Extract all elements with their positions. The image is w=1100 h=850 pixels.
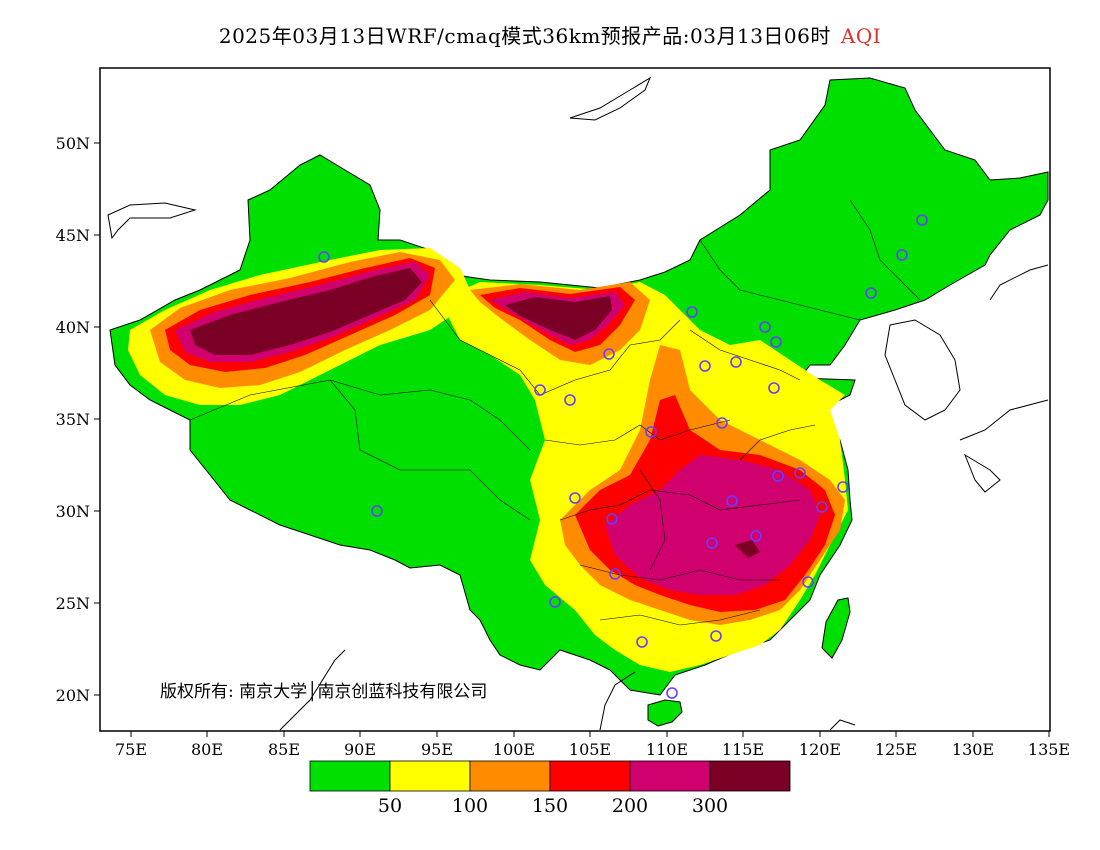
lon-label-125e: 125E — [875, 740, 917, 759]
legend-label-100: 100 — [452, 795, 488, 817]
station-marker — [569, 492, 581, 504]
station-marker — [534, 384, 546, 396]
plot-frame — [99, 67, 1051, 732]
caspian-outline — [107, 202, 197, 240]
lon-label-95e: 95E — [421, 740, 453, 759]
aqi-zone-maroon-south — [735, 540, 760, 558]
longitude-labels: 75E 80E 85E 90E 95E 100E 105E 110E 115E … — [115, 740, 1070, 759]
station-marker — [726, 495, 738, 507]
station-marker — [699, 360, 711, 372]
legend-label-150: 150 — [532, 795, 568, 817]
chart-title: 2025年03月13日WRF/cmaq模式36km预报产品:03月13日06时 A… — [0, 20, 1100, 49]
lon-label-80e: 80E — [191, 740, 223, 759]
station-markers — [318, 214, 928, 699]
lon-label-130e: 130E — [952, 740, 994, 759]
latitude-axis — [94, 142, 100, 696]
lat-label-35n: 35N — [56, 410, 90, 429]
lon-label-120e: 120E — [799, 740, 841, 759]
legend-label-300: 300 — [692, 795, 728, 817]
station-marker — [706, 537, 718, 549]
lon-label-75e: 75E — [115, 740, 147, 759]
map-layers — [107, 76, 1049, 731]
legend-swatch-6 — [709, 760, 791, 792]
copyright-text: 版权所有: 南京大学│南京创蓝科技有限公司 — [160, 681, 487, 702]
station-marker — [730, 356, 742, 368]
station-marker — [916, 214, 928, 226]
aqi-zone-magenta-south — [605, 455, 820, 595]
lon-label-115e: 115E — [722, 740, 764, 759]
indochina-outline — [279, 649, 856, 731]
lat-label-40n: 40N — [56, 318, 90, 337]
lon-label-100e: 100E — [493, 740, 535, 759]
lon-label-135e: 135E — [1028, 740, 1070, 759]
hainan-island — [647, 699, 683, 727]
station-marker — [816, 501, 828, 513]
station-marker — [794, 467, 806, 479]
title-text: 2025年03月13日WRF/cmaq模式36km预报产品:03月13日06时 — [218, 24, 831, 48]
station-marker — [770, 336, 782, 348]
korea-japan-outline — [884, 264, 1049, 493]
lon-label-110e: 110E — [646, 740, 688, 759]
lat-label-45n: 45N — [56, 226, 90, 245]
aqi-zone-maroon-north — [505, 296, 612, 340]
station-marker — [636, 636, 648, 648]
station-marker — [606, 513, 618, 525]
lon-label-105e: 105E — [569, 740, 611, 759]
lat-label-25n: 25N — [56, 594, 90, 613]
legend-label-50: 50 — [378, 795, 402, 817]
station-marker — [564, 394, 576, 406]
lat-label-20n: 20N — [56, 686, 90, 705]
title-variable: AQI — [840, 24, 882, 48]
legend-swatch-2 — [389, 760, 471, 792]
station-marker — [710, 630, 722, 642]
station-marker — [549, 596, 561, 608]
latitude-labels: 50N 45N 40N 35N 30N 25N 20N — [56, 134, 90, 705]
lon-label-90e: 90E — [344, 740, 376, 759]
station-marker — [645, 426, 657, 438]
station-marker — [716, 417, 728, 429]
lon-label-85e: 85E — [268, 740, 300, 759]
station-marker — [750, 530, 762, 542]
aqi-zone-maroon-west — [190, 268, 422, 355]
station-marker — [666, 687, 678, 699]
station-marker — [609, 568, 621, 580]
station-marker — [318, 251, 330, 263]
station-marker — [772, 470, 784, 482]
station-marker — [896, 249, 908, 261]
station-marker — [759, 321, 771, 333]
longitude-axis — [130, 731, 1050, 737]
station-marker — [686, 306, 698, 318]
station-marker — [768, 382, 780, 394]
province-borders — [189, 199, 921, 626]
lat-label-30n: 30N — [56, 502, 90, 521]
legend-swatch-4 — [549, 760, 631, 792]
lat-label-50n: 50N — [56, 134, 90, 153]
legend-swatch-5 — [629, 760, 711, 792]
station-marker — [837, 481, 849, 493]
legend-swatch-1 — [309, 760, 391, 792]
legend-swatch-3 — [469, 760, 551, 792]
station-marker — [802, 576, 814, 588]
station-marker — [603, 348, 615, 360]
lake-outline — [569, 76, 652, 121]
taiwan-island — [821, 597, 851, 659]
color-legend: 50 100 150 200 300 — [309, 760, 791, 817]
station-marker — [865, 287, 877, 299]
station-marker — [371, 505, 383, 517]
legend-label-200: 200 — [612, 795, 648, 817]
